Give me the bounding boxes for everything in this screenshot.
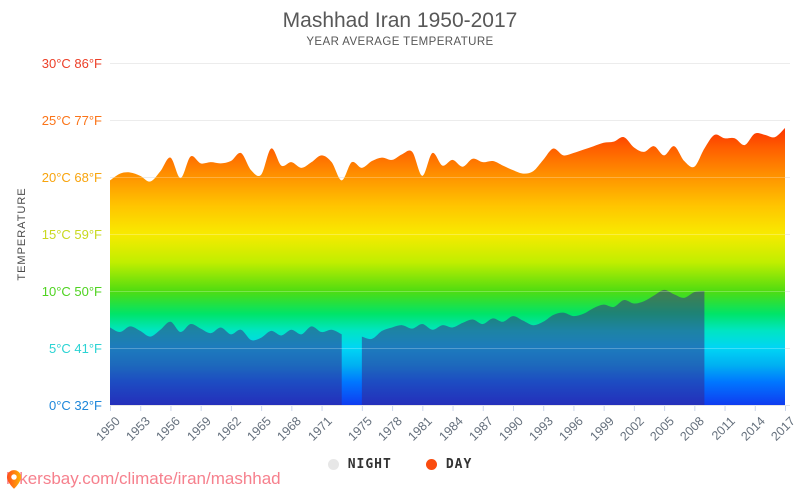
y-axis-tick-label: 20°C 68°F [41,170,102,185]
y-axis-tick-label: 10°C 50°F [41,284,102,299]
legend-night-label: NIGHT [347,457,392,472]
legend-day-label: DAY [445,457,473,472]
footer-link[interactable]: hikersbay.com/climate/iran/mashhad [6,469,281,489]
y-axis-tick-label: 30°C 86°F [41,56,102,71]
y-axis-tick-label: 15°C 59°F [41,227,102,242]
legend-item-night[interactable]: NIGHT [327,457,392,472]
chart-title: Mashhad Iran 1950-2017 [282,9,518,32]
chart-legend: NIGHT DAY [0,457,800,472]
night-series-marker-icon [327,459,339,470]
chart-subtitle: YEAR AVERAGE TEMPERATURE [306,36,494,48]
footer-url-text: hikersbay.com/climate/iran/mashhad [6,469,281,488]
day-series-marker-icon [425,459,437,470]
location-pin-icon [7,470,21,489]
y-axis-tick-label: 0°C 32°F [48,398,102,413]
legend-item-day[interactable]: DAY [425,457,473,472]
night-temperature-area[interactable] [361,289,705,405]
y-axis-tick-label: 5°C 41°F [48,341,102,356]
night-temperature-area[interactable] [110,321,342,405]
y-axis-tick-label: 25°C 77°F [41,113,102,128]
